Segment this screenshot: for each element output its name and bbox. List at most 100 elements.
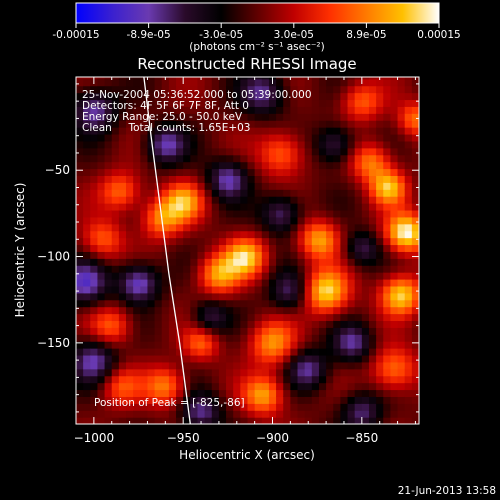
heatmap-pixel (411, 85, 419, 94)
heatmap-pixel (311, 258, 320, 266)
heatmap-pixel (354, 78, 363, 87)
heatmap-pixel (276, 147, 284, 156)
heatmap-pixel (397, 417, 406, 424)
heatmap-pixel (411, 361, 419, 370)
y-tick-label: −100 (37, 250, 70, 264)
heatmap-pixel (197, 203, 206, 211)
heatmap-pixel (161, 417, 170, 424)
heatmap-pixel (333, 278, 341, 287)
heatmap-pixel (168, 140, 177, 149)
heatmap-pixel (97, 209, 106, 218)
heatmap-pixel (83, 106, 91, 114)
heatmap-pixel (126, 292, 134, 301)
heatmap-pixel (111, 133, 120, 142)
x-axis-ticks: −1000 −950 −900 −850 (74, 77, 416, 445)
heatmap-pixel (318, 85, 327, 94)
heatmap-pixel (361, 251, 370, 259)
heatmap-pixel (283, 244, 291, 252)
heatmap-pixel (147, 182, 156, 190)
heatmap-pixel (183, 389, 191, 397)
heatmap-pixel (254, 196, 263, 204)
heatmap-pixel (133, 410, 141, 418)
heatmap-pixel (190, 78, 199, 87)
heatmap-pixel (97, 99, 106, 107)
heatmap-pixel (376, 410, 384, 418)
heatmap-pixel (254, 320, 263, 328)
heatmap-pixel (268, 341, 277, 349)
heatmap-pixel (154, 92, 163, 101)
heatmap-pixel (176, 396, 184, 404)
heatmap-pixel (204, 196, 213, 204)
heatmap-pixel (311, 341, 320, 349)
heatmap-pixel (183, 209, 191, 218)
heatmap-pixel (104, 334, 113, 342)
heatmap-pixel (361, 127, 370, 135)
heatmap-pixel (104, 99, 113, 107)
heatmap-pixel (404, 203, 413, 211)
heatmap-pixel (240, 230, 249, 239)
heatmap-pixel (83, 278, 91, 287)
heatmap-pixel (211, 348, 220, 356)
heatmap-pixel (211, 354, 220, 363)
heatmap-pixel (376, 389, 384, 397)
heatmap-pixel (147, 251, 156, 259)
heatmap-pixel (154, 182, 163, 190)
heatmap-pixel (176, 320, 184, 328)
heatmap-pixel (411, 375, 419, 384)
heatmap-pixel (361, 161, 370, 170)
heatmap-pixel (297, 361, 306, 370)
heatmap-pixel (326, 258, 334, 266)
heatmap-pixel (218, 361, 227, 370)
heatmap-pixel (233, 265, 241, 273)
heatmap-pixel (276, 154, 284, 163)
heatmap-pixel (283, 154, 291, 163)
heatmap-pixel (211, 140, 220, 149)
heatmap-pixel (76, 92, 84, 101)
heatmap-pixel (290, 106, 299, 114)
heatmap-pixel (204, 313, 213, 322)
heatmap-pixel (133, 209, 141, 218)
heatmap-pixel (118, 168, 127, 177)
heatmap-pixel (111, 389, 120, 397)
heatmap-pixel (226, 258, 234, 266)
heatmap-pixel (411, 133, 419, 142)
heatmap-pixel (104, 251, 113, 259)
heatmap-pixel (211, 265, 220, 273)
heatmap-pixel (397, 396, 406, 404)
heatmap-pixel (233, 99, 241, 107)
x-tick-label: −850 (345, 431, 378, 445)
heatmap-pixel (390, 175, 399, 183)
heatmap-pixel (318, 209, 327, 218)
heatmap-pixel (126, 354, 134, 363)
heatmap-pixel (361, 313, 370, 322)
heatmap-pixel (311, 189, 320, 197)
heatmap-pixel (304, 92, 313, 101)
x-axis-label: Heliocentric X (arcsec) (179, 448, 315, 462)
heatmap-pixel (390, 209, 399, 218)
heatmap-pixel (247, 78, 256, 87)
heatmap-pixel (383, 382, 392, 391)
heatmap-pixel (311, 106, 320, 114)
heatmap-pixel (390, 127, 399, 135)
heatmap-pixel (261, 99, 270, 107)
heatmap-pixel (318, 78, 327, 87)
heatmap-pixel (197, 92, 206, 101)
heatmap-pixel (404, 85, 413, 94)
heatmap-pixel (133, 182, 141, 190)
heatmap-pixel (247, 354, 256, 363)
heatmap-pixel (276, 389, 284, 397)
heatmap-pixel (368, 299, 377, 308)
heatmap-pixel (211, 196, 220, 204)
heatmap-pixel (368, 278, 377, 287)
heatmap-pixel (154, 127, 163, 135)
heatmap-pixel (354, 127, 363, 135)
heatmap-pixel (326, 147, 334, 156)
heatmap-pixel (390, 154, 399, 163)
heatmap-pixel (404, 161, 413, 170)
heatmap-pixel (168, 417, 177, 424)
heatmap-pixel (133, 299, 141, 308)
heatmap-pixel (347, 375, 356, 384)
heatmap-pixel (261, 147, 270, 156)
heatmap-pixel (254, 230, 263, 239)
heatmap-pixel (261, 348, 270, 356)
